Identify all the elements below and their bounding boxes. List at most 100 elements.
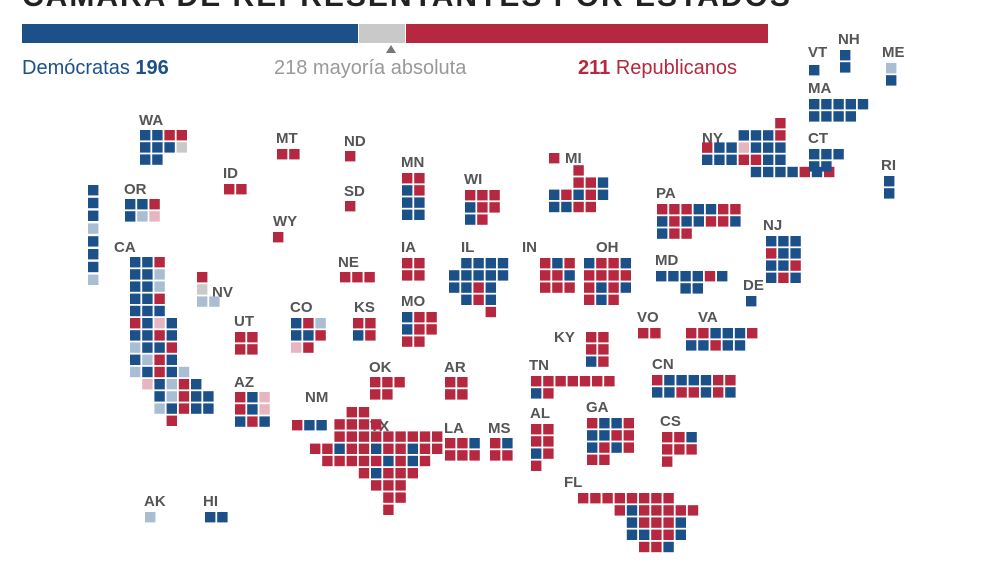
seat-wi bbox=[465, 214, 476, 225]
state-label-al: AL bbox=[530, 405, 550, 422]
seat-ny bbox=[726, 154, 737, 165]
seat-nm bbox=[304, 420, 315, 431]
state-label-oh: OH bbox=[596, 239, 619, 256]
seat-ma bbox=[821, 99, 832, 110]
seat-fl bbox=[663, 541, 674, 553]
seat-cn bbox=[676, 375, 687, 386]
seat-ca bbox=[88, 185, 99, 196]
seat-ut bbox=[247, 344, 258, 355]
seat-il bbox=[473, 270, 484, 281]
seat-sd bbox=[345, 201, 356, 212]
seat-ca bbox=[203, 403, 214, 414]
seat-va bbox=[734, 328, 746, 339]
seat-fl bbox=[626, 505, 638, 516]
state-label-va: VA bbox=[698, 309, 718, 326]
seat-il bbox=[449, 270, 460, 281]
seat-ca bbox=[178, 391, 190, 402]
seat-fl bbox=[639, 529, 650, 540]
seat-co bbox=[303, 318, 314, 329]
seat-ca bbox=[130, 354, 141, 365]
seat-mt bbox=[289, 149, 300, 160]
seat-ca bbox=[88, 249, 99, 260]
seat-ny bbox=[799, 166, 810, 178]
seat-tx bbox=[358, 443, 370, 454]
state-label-ri: RI bbox=[881, 157, 896, 174]
seat-in bbox=[564, 282, 575, 293]
seat-oh bbox=[620, 258, 631, 269]
seat-mo bbox=[402, 312, 413, 323]
state-label-md: MD bbox=[655, 252, 678, 269]
state-label-id: ID bbox=[223, 165, 238, 182]
seat-nj bbox=[790, 260, 801, 271]
seat-nj bbox=[790, 272, 801, 283]
seat-oh bbox=[584, 294, 595, 305]
dem-legend: Demócratas 196 bbox=[22, 57, 169, 80]
seat-ar bbox=[445, 389, 456, 400]
seat-fl bbox=[663, 493, 674, 504]
seat-pa bbox=[669, 228, 680, 239]
state-label-ms: MS bbox=[488, 420, 511, 437]
seat-wa bbox=[164, 142, 175, 153]
seat-cn bbox=[664, 387, 675, 398]
seat-va bbox=[734, 340, 746, 351]
seat-tx bbox=[432, 431, 443, 442]
seat-mn bbox=[402, 197, 413, 208]
seat-tx bbox=[346, 407, 357, 418]
seat-ny bbox=[738, 142, 749, 153]
seat-ia bbox=[402, 270, 413, 281]
seat-hi bbox=[217, 512, 228, 523]
seat-il bbox=[485, 270, 496, 281]
seat-nm bbox=[292, 420, 303, 431]
seat-mi bbox=[597, 177, 609, 188]
seat-ne bbox=[364, 272, 375, 283]
seat-wa bbox=[140, 154, 151, 165]
seat-ca bbox=[88, 274, 99, 285]
seat-cn bbox=[688, 387, 699, 398]
seat-cs bbox=[686, 432, 697, 443]
seat-va bbox=[698, 340, 709, 351]
seat-vo bbox=[638, 328, 649, 339]
seat-ma bbox=[809, 111, 820, 122]
seat-ca bbox=[166, 342, 177, 353]
state-label-ga: GA bbox=[586, 399, 609, 416]
seat-ia bbox=[414, 258, 425, 269]
seat-tx bbox=[322, 455, 333, 467]
seat-tx bbox=[371, 455, 382, 467]
seat-tx bbox=[346, 455, 357, 467]
seat-oh bbox=[584, 282, 595, 293]
seat-mi bbox=[561, 201, 572, 213]
seat-fl bbox=[687, 505, 699, 516]
seat-tx bbox=[419, 455, 431, 467]
seat-ma bbox=[857, 99, 869, 110]
seat-ca bbox=[130, 293, 141, 304]
majority-label: 218 mayoría absoluta bbox=[274, 57, 467, 79]
seat-nj bbox=[778, 236, 789, 247]
seat-nv bbox=[209, 296, 220, 307]
seat-tx bbox=[346, 419, 357, 430]
seat-cn bbox=[713, 387, 724, 398]
seat-in bbox=[564, 258, 575, 269]
seat-cs bbox=[662, 444, 673, 455]
seat-nj bbox=[766, 272, 777, 283]
seat-oh bbox=[584, 270, 595, 281]
seat-tx bbox=[371, 431, 382, 442]
seat-or bbox=[137, 211, 148, 222]
seat-ca bbox=[154, 354, 165, 365]
seat-ma bbox=[845, 111, 856, 122]
state-label-nd: ND bbox=[344, 133, 366, 150]
seat-nv bbox=[197, 284, 208, 295]
state-label-vt: VT bbox=[808, 44, 827, 61]
seat-ca bbox=[166, 391, 177, 402]
seat-md bbox=[656, 271, 667, 282]
seat-wa bbox=[164, 130, 175, 141]
seat-oh bbox=[620, 270, 631, 281]
seat-tx bbox=[407, 443, 418, 454]
state-label-ks: KS bbox=[354, 299, 375, 316]
seat-ky bbox=[598, 332, 609, 343]
seat-nm bbox=[316, 420, 327, 431]
seat-ca bbox=[154, 305, 165, 317]
seat-vo bbox=[650, 328, 661, 339]
seat-pa bbox=[705, 216, 717, 227]
seat-cs bbox=[662, 456, 673, 467]
seat-md bbox=[717, 271, 728, 282]
